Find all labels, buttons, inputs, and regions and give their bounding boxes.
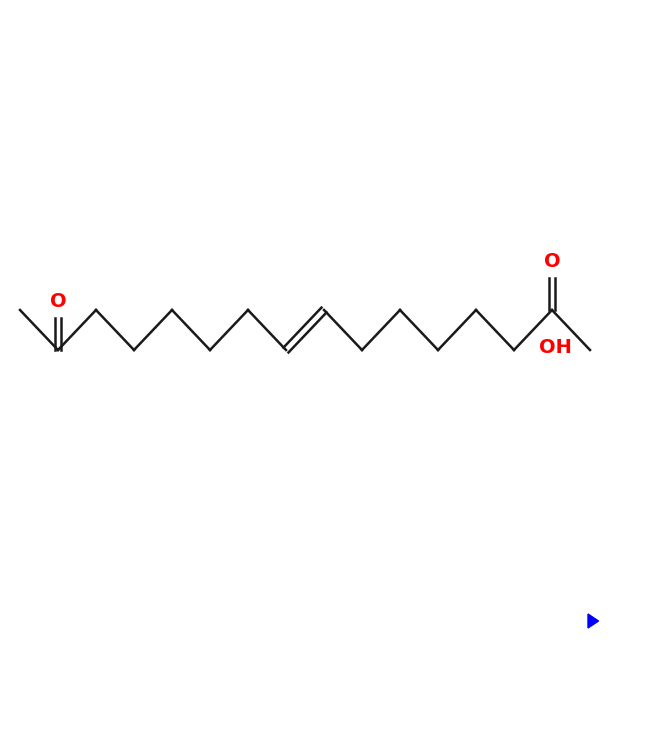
Polygon shape [588, 614, 598, 628]
Text: OH: OH [538, 338, 572, 357]
Text: O: O [50, 292, 66, 311]
Text: O: O [543, 252, 560, 271]
